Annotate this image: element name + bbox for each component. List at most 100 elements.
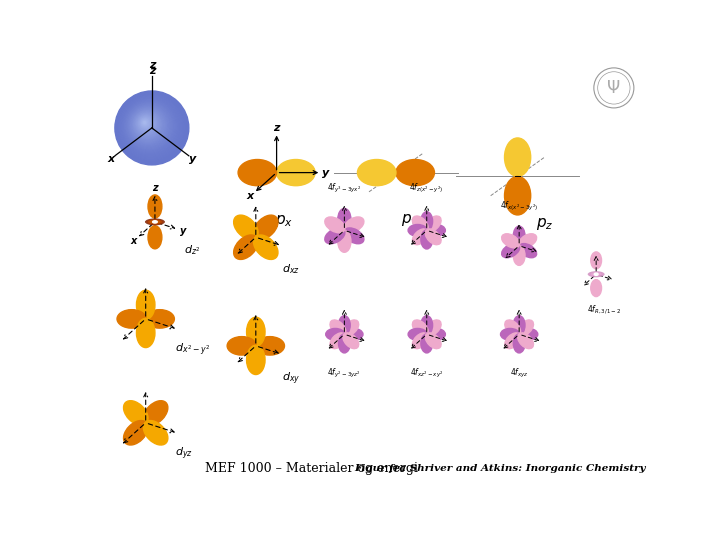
Ellipse shape — [518, 234, 536, 248]
Text: MEF 1000 – Materialer og energi: MEF 1000 – Materialer og energi — [204, 462, 418, 475]
Ellipse shape — [588, 271, 605, 278]
Text: $p_y$: $p_y$ — [401, 213, 419, 230]
Ellipse shape — [421, 316, 433, 335]
Ellipse shape — [124, 401, 148, 425]
Text: y: y — [189, 153, 196, 164]
Ellipse shape — [338, 316, 350, 335]
Text: $4f_{y^3-3yx^2}$: $4f_{y^3-3yx^2}$ — [328, 182, 361, 195]
Ellipse shape — [325, 328, 345, 340]
Circle shape — [141, 118, 150, 127]
Circle shape — [119, 95, 184, 160]
Ellipse shape — [426, 333, 441, 349]
Circle shape — [117, 92, 186, 163]
Text: z: z — [152, 183, 158, 193]
Ellipse shape — [238, 159, 276, 186]
Ellipse shape — [590, 280, 601, 296]
Ellipse shape — [146, 219, 163, 225]
Ellipse shape — [518, 333, 534, 349]
Ellipse shape — [234, 235, 258, 259]
Ellipse shape — [253, 235, 278, 259]
Ellipse shape — [502, 234, 520, 248]
Circle shape — [122, 98, 179, 156]
Ellipse shape — [343, 333, 359, 349]
Circle shape — [135, 112, 159, 136]
Ellipse shape — [338, 231, 351, 252]
Ellipse shape — [145, 218, 165, 225]
Text: $4f_{xyz}$: $4f_{xyz}$ — [510, 367, 528, 380]
Ellipse shape — [502, 244, 520, 258]
Circle shape — [118, 94, 184, 160]
Ellipse shape — [253, 215, 278, 240]
Ellipse shape — [343, 320, 359, 336]
Ellipse shape — [413, 320, 428, 336]
Circle shape — [126, 103, 172, 149]
Circle shape — [144, 122, 145, 124]
Ellipse shape — [426, 225, 446, 236]
Ellipse shape — [117, 309, 146, 328]
Ellipse shape — [150, 220, 161, 224]
Ellipse shape — [426, 216, 441, 232]
Ellipse shape — [246, 345, 265, 375]
Circle shape — [138, 116, 155, 132]
Ellipse shape — [590, 252, 601, 269]
Ellipse shape — [413, 333, 428, 349]
Ellipse shape — [357, 159, 396, 186]
Ellipse shape — [344, 228, 364, 244]
Ellipse shape — [408, 225, 427, 236]
Circle shape — [143, 121, 147, 125]
Ellipse shape — [255, 336, 284, 355]
Circle shape — [138, 116, 153, 131]
Text: $d_{z^2}$: $d_{z^2}$ — [184, 244, 201, 257]
Ellipse shape — [505, 138, 531, 177]
Circle shape — [124, 100, 176, 152]
Circle shape — [136, 114, 157, 134]
Text: x: x — [130, 237, 136, 246]
Text: Ψ: Ψ — [607, 79, 621, 97]
Ellipse shape — [234, 215, 258, 240]
Circle shape — [125, 101, 174, 151]
Ellipse shape — [330, 320, 346, 336]
Ellipse shape — [421, 334, 433, 353]
Circle shape — [133, 111, 161, 138]
Ellipse shape — [426, 328, 446, 340]
Ellipse shape — [325, 228, 345, 244]
Circle shape — [130, 107, 166, 143]
Text: $4f_{x(x^2-3y^2)}$: $4f_{x(x^2-3y^2)}$ — [500, 200, 539, 213]
Ellipse shape — [330, 333, 346, 349]
Circle shape — [142, 119, 149, 127]
Text: $4f_{z(x^2-y^2)}$: $4f_{z(x^2-y^2)}$ — [410, 182, 444, 195]
Text: x: x — [247, 191, 254, 201]
Circle shape — [120, 96, 182, 159]
Ellipse shape — [518, 244, 536, 258]
Ellipse shape — [421, 212, 433, 231]
Ellipse shape — [413, 216, 428, 232]
Text: $d_{x^2-y^2}$: $d_{x^2-y^2}$ — [175, 342, 210, 359]
Ellipse shape — [145, 309, 174, 328]
Circle shape — [135, 113, 158, 135]
Ellipse shape — [513, 334, 525, 353]
Ellipse shape — [124, 421, 148, 445]
Ellipse shape — [276, 159, 315, 186]
Ellipse shape — [426, 229, 441, 245]
Circle shape — [134, 111, 160, 137]
Ellipse shape — [325, 217, 345, 233]
Circle shape — [116, 92, 188, 164]
Circle shape — [117, 93, 186, 161]
Circle shape — [132, 110, 162, 139]
Ellipse shape — [143, 421, 168, 445]
Circle shape — [115, 91, 189, 165]
Circle shape — [143, 120, 148, 126]
Circle shape — [132, 109, 163, 140]
Circle shape — [127, 104, 171, 148]
Ellipse shape — [413, 229, 428, 245]
Ellipse shape — [513, 316, 525, 335]
Ellipse shape — [344, 328, 363, 340]
Ellipse shape — [137, 290, 155, 320]
Circle shape — [140, 118, 151, 129]
Text: $4f_{xz^2-xy^2}$: $4f_{xz^2-xy^2}$ — [410, 367, 444, 380]
Ellipse shape — [589, 272, 603, 276]
Ellipse shape — [505, 320, 521, 336]
Ellipse shape — [500, 328, 520, 340]
Text: $4f_{y^2-3yz^2}$: $4f_{y^2-3yz^2}$ — [328, 367, 361, 380]
Text: z: z — [148, 60, 155, 70]
